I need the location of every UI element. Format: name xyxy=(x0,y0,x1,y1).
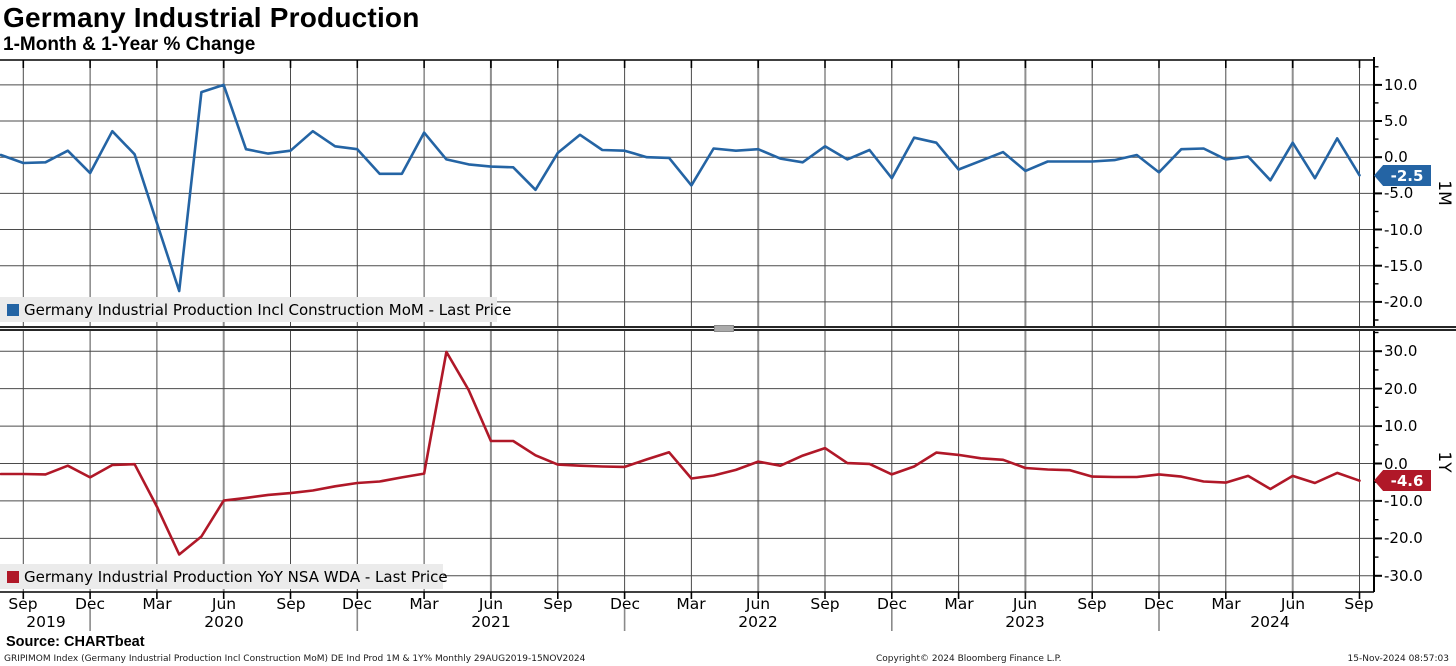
last-price-tag-mom: -2.5 xyxy=(1374,165,1431,186)
last-price-tag-yoy: -4.6 xyxy=(1374,470,1431,491)
panel-separator-handle[interactable] xyxy=(714,325,734,332)
panel-1y xyxy=(0,331,1382,592)
mom-line-series xyxy=(0,83,1361,293)
footer-copyright: Copyright© 2024 Bloomberg Finance L.P. xyxy=(876,654,1062,664)
legend-yoy-swatch-icon xyxy=(7,570,19,583)
legend-mom[interactable]: Germany Industrial Production Incl Const… xyxy=(0,297,511,322)
page-title: Germany Industrial Production xyxy=(3,2,420,33)
axis-name-1y: 1Y xyxy=(1434,451,1454,473)
legend-mom-swatch-icon xyxy=(7,303,19,316)
source-line: Source: CHARTbeat xyxy=(6,634,145,650)
axis-name-1m: 1M xyxy=(1434,180,1454,206)
legend-mom-label: Germany Industrial Production Incl Const… xyxy=(24,300,512,319)
footer-ticker-description: GRIPIMOM Index (Germany Industrial Produ… xyxy=(4,654,586,664)
legend-yoy[interactable]: Germany Industrial Production YoY NSA WD… xyxy=(0,564,448,589)
panel-1m xyxy=(0,60,1382,326)
yoy-line-series xyxy=(0,350,1361,556)
footer-timestamp: 15-Nov-2024 08:57:03 xyxy=(1347,654,1449,664)
page-subtitle: 1-Month & 1-Year % Change xyxy=(3,34,256,55)
legend-yoy-label: Germany Industrial Production YoY NSA WD… xyxy=(24,567,448,586)
